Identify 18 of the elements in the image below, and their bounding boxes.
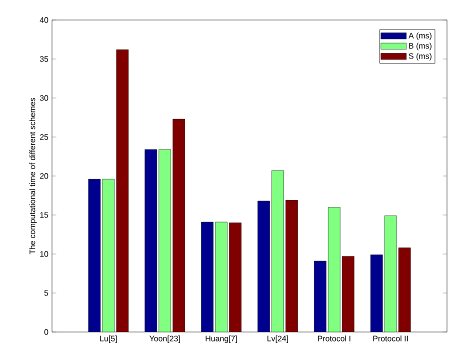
bar <box>201 222 214 332</box>
bar <box>116 49 129 332</box>
bar <box>384 216 397 332</box>
bar <box>102 178 115 332</box>
bar <box>88 178 101 332</box>
bar <box>328 207 340 332</box>
bar <box>172 118 186 332</box>
bar <box>342 256 354 332</box>
bar <box>314 260 326 332</box>
bar <box>370 254 383 332</box>
bar <box>286 200 298 332</box>
bar <box>398 248 411 332</box>
bar <box>272 170 284 332</box>
bar <box>215 222 228 332</box>
bar <box>158 149 172 332</box>
bar <box>229 222 242 332</box>
bar <box>258 200 270 332</box>
bar <box>144 149 158 332</box>
